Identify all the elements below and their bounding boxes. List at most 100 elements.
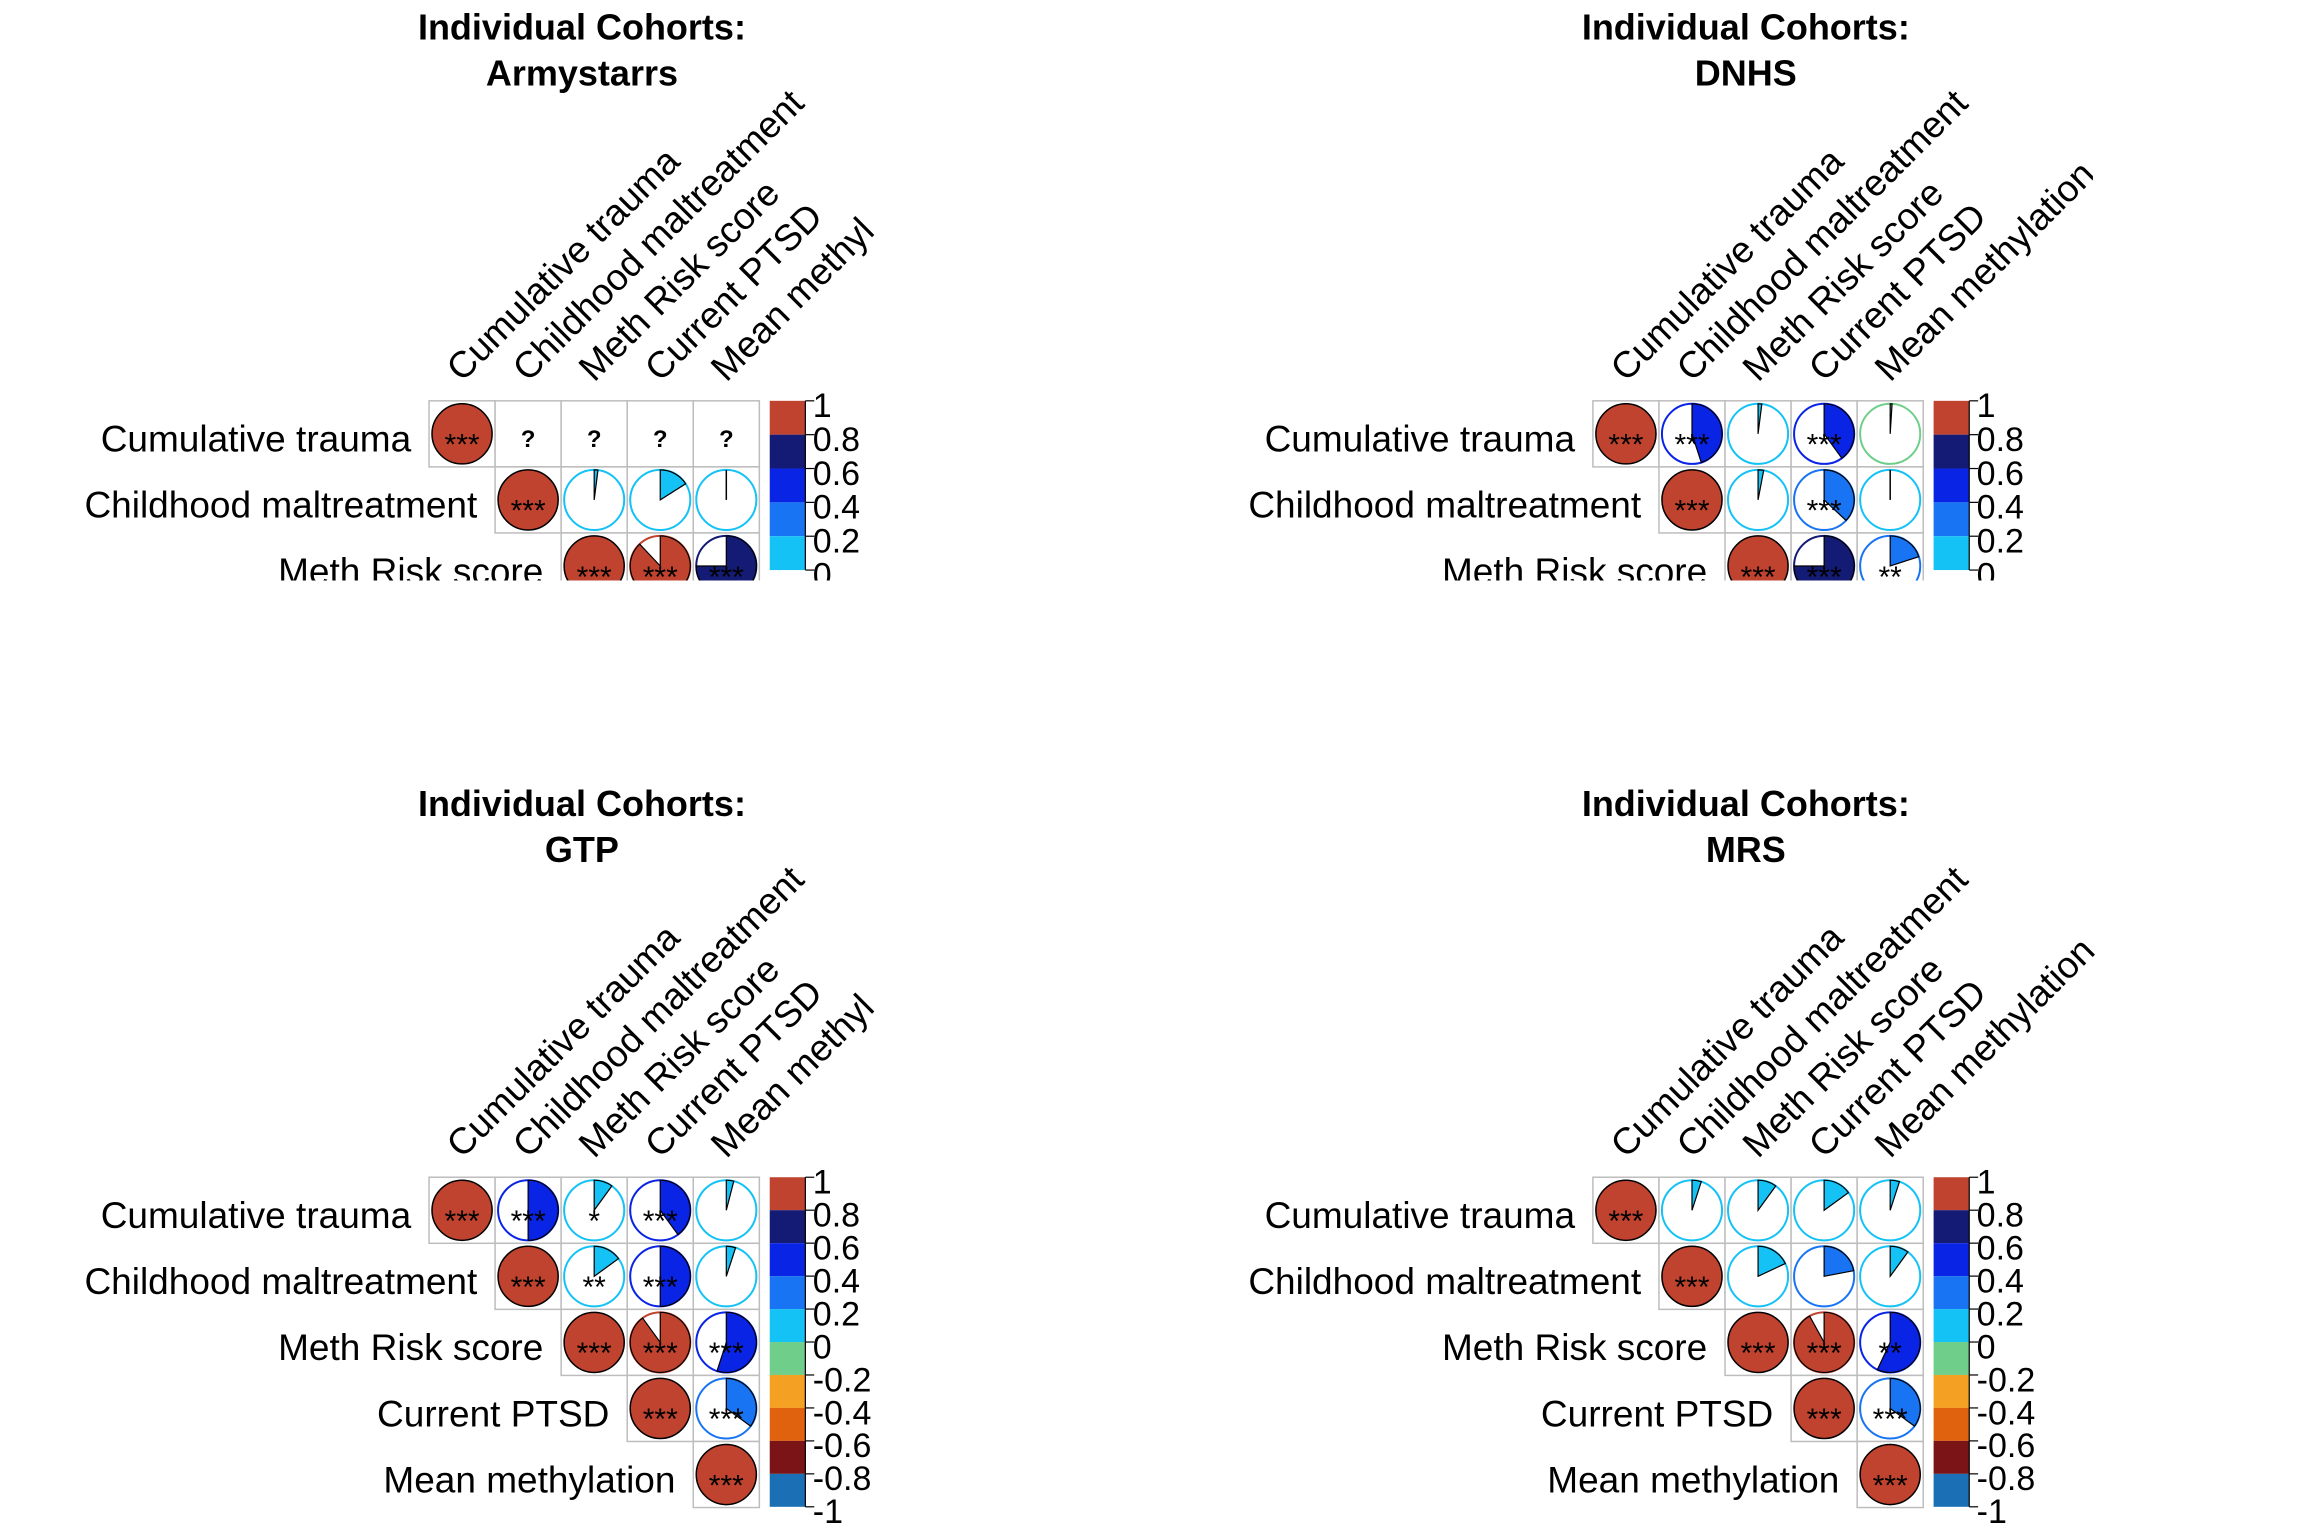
legend-tick-label: 0.6 — [813, 455, 860, 493]
corr-pie — [431, 1179, 493, 1242]
corrplot-panel-4: Individual Cohorts: MRS Cumulative trauma C… — [1248, 783, 2102, 1531]
panel-subtitle: Armystarrs — [486, 53, 678, 94]
corr-pie — [1727, 535, 1789, 581]
corr-pie-slice — [1889, 1179, 1901, 1211]
corr-pie-slice — [1889, 403, 1893, 434]
panel-clipped-content: Cumulative trauma Childhood maltreatment M… — [1248, 81, 2093, 724]
legend-swatch — [1933, 1210, 1970, 1244]
legend-tick-label: 0.8 — [813, 1197, 860, 1235]
corr-pie-slice — [1793, 1311, 1855, 1374]
legend-swatch — [769, 1407, 806, 1441]
legend-tick-label: 0 — [813, 1328, 832, 1366]
corr-pie-slice — [1823, 403, 1855, 460]
legend-tick-label: -0.2 — [813, 1361, 872, 1399]
legend-swatch — [1933, 1177, 1970, 1211]
corr-pie-slice — [716, 1311, 757, 1374]
legend-tick-label: -0.4 — [1977, 1394, 2036, 1432]
na-mark: ? — [521, 426, 536, 453]
legend-swatch — [769, 400, 806, 435]
corr-pie — [1595, 1179, 1657, 1242]
row-label: Childhood maltreatment — [84, 1261, 478, 1302]
corr-pie-slice — [527, 1179, 559, 1241]
significance-mark: *** — [709, 561, 744, 594]
significance-mark: *** — [1807, 429, 1842, 462]
legend-swatch — [1933, 536, 1970, 571]
legend-tick-label: 0.6 — [1977, 1229, 2024, 1267]
legend-tick-label: 0.6 — [1977, 455, 2024, 493]
legend-swatch — [769, 502, 806, 537]
panel-subtitle: GTP — [545, 829, 619, 870]
significance-mark: *** — [445, 429, 480, 462]
row-label: Meth Risk score — [278, 551, 543, 592]
significance-mark: *** — [577, 561, 612, 594]
corr-pie-slice — [593, 1179, 613, 1213]
row-label: Mean methylation — [383, 683, 675, 724]
significance-mark: *** — [511, 1205, 546, 1238]
row-label: Childhood maltreatment — [1248, 1261, 1642, 1302]
corr-pie — [431, 403, 493, 465]
row-label: Meth Risk score — [1442, 551, 1707, 592]
grid-cell — [494, 400, 562, 468]
corr-pie — [1595, 403, 1657, 465]
significance-mark: *** — [1873, 1403, 1908, 1436]
significance-mark: *** — [643, 1271, 678, 1304]
legend-swatch — [769, 468, 806, 503]
legend-tick-label: -0.8 — [1977, 1460, 2036, 1498]
grid-cell — [693, 665, 759, 731]
legend-swatch — [769, 1210, 806, 1244]
significance-mark: *** — [643, 1403, 678, 1436]
legend-tick-label: 1 — [1977, 387, 1996, 425]
legend-swatch — [1933, 468, 1970, 503]
corr-pie-slice — [629, 535, 691, 581]
significance-mark: *** — [511, 1271, 546, 1304]
corr-pie-slice — [593, 1245, 620, 1278]
corr-pie — [563, 1311, 625, 1374]
grid-cell — [693, 599, 759, 665]
significance-mark: *** — [445, 1205, 480, 1238]
row-label: Mean methylation — [1547, 1459, 1839, 1500]
legend-swatch — [769, 1309, 806, 1343]
legend-tick-label: 0.8 — [1977, 1197, 2024, 1235]
row-label: Mean methylation — [1547, 683, 1839, 724]
legend-tick-label: 0 — [1977, 556, 1996, 594]
corr-pie-slice — [1823, 1245, 1855, 1278]
legend-tick-label: -1 — [1977, 1493, 2007, 1531]
legend-tick-label: 0.8 — [1977, 421, 2024, 459]
row-label: Mean methylation — [383, 1459, 675, 1500]
panel-clipped-content: Cumulative trauma Childhood maltreatment M… — [84, 81, 882, 731]
legend-swatch — [1933, 1276, 1970, 1310]
legend-swatch — [769, 1440, 806, 1474]
row-label: Childhood maltreatment — [84, 485, 478, 526]
corr-pie-slice — [1889, 1245, 1909, 1279]
corr-pie-slice — [695, 535, 757, 581]
significance-mark: *** — [577, 1337, 612, 1370]
row-label: Meth Risk score — [278, 1327, 543, 1368]
legend-tick-label: -0.6 — [1977, 1427, 2036, 1465]
corr-pie-slice — [593, 469, 599, 500]
significance-mark: *** — [1674, 429, 1709, 462]
legend-swatch — [1933, 1243, 1970, 1277]
corr-pie — [1661, 469, 1723, 531]
legend-swatch — [1933, 434, 1970, 469]
significance-mark: *** — [1608, 429, 1643, 462]
legend-tick-label: 0.4 — [1977, 1262, 2024, 1300]
legend-tick-label: -0.6 — [813, 1427, 872, 1465]
legend-swatch — [769, 1276, 806, 1310]
corr-pie — [1859, 1443, 1921, 1506]
significance-mark: *** — [1741, 561, 1776, 594]
significance-mark: *** — [1608, 1205, 1643, 1238]
corr-pie-slice — [725, 1245, 737, 1277]
legend-swatch — [1933, 1407, 1970, 1441]
na-mark: ? — [587, 426, 602, 453]
corr-pie-slice — [1757, 1245, 1787, 1278]
corr-pie — [1727, 1311, 1789, 1374]
row-label: Cumulative trauma — [101, 1195, 412, 1236]
row-label: Current PTSD — [377, 617, 609, 658]
na-mark: ? — [719, 426, 734, 453]
legend-swatch — [1933, 1374, 1970, 1408]
corr-pie-slice — [1757, 403, 1763, 434]
corr-pie-slice — [629, 1311, 691, 1374]
row-label: Cumulative trauma — [101, 419, 412, 460]
